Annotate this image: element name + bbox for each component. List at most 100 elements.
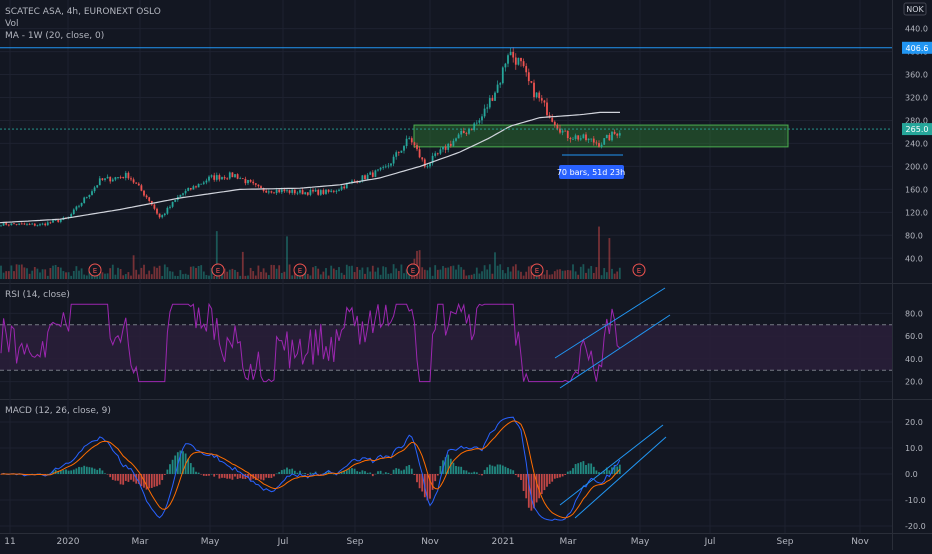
candle-body [36,225,39,227]
volume-bar [117,267,119,279]
candle-body [390,163,392,166]
volume-bar [130,275,132,279]
volume-bar [351,265,353,279]
volume-bar [44,269,47,279]
candle-body [140,185,143,191]
candle-body [234,174,236,178]
price-tick-label: 360.0 [905,71,928,80]
channel-lines [554,287,671,519]
volume-bar [153,266,156,279]
candle-body [236,174,239,179]
macd-hist-bar [395,468,398,474]
volume-bar [135,269,138,279]
candle-body [496,84,499,93]
macd-hist-bar [540,474,543,495]
candle-body [260,186,262,188]
candle-body [166,207,169,214]
candle-body [335,190,338,192]
volume-bar [590,266,593,279]
macd-hist-bar [501,465,504,474]
volume-bar [41,269,44,279]
macd-hist-bar [546,474,548,487]
rsi-tick-label: 80.0 [905,309,923,318]
candle-body [520,57,522,62]
candle-body [299,190,301,193]
volume-bar [494,252,496,279]
volume-bar [132,255,135,279]
macd-hist-bar [75,468,78,474]
volume-bar [507,267,509,279]
volume-bar [460,267,463,279]
macd-hist-bar [577,463,580,474]
volume-bar [236,271,239,279]
candle-body [78,205,80,207]
candle-body [33,223,36,226]
macd-hist-bar [452,462,455,474]
macd-hist-bar [429,474,431,499]
volume-bar [306,273,309,279]
macd-hist-bar [613,464,616,474]
macd-hist-bar [96,469,99,474]
volume-bar [57,266,60,279]
axes: 11 2020 Mar May Jul Sep Nov 2021 Mar May Jul Sep Nov… [4,25,928,547]
candle-body [504,63,507,68]
signal-line [0,420,621,519]
macd-tick-label: 0.0 [905,470,918,479]
volume-bar [244,275,247,279]
macd-hist-bar [522,474,525,491]
macd-hist-bar [130,474,132,480]
candle-body [143,190,145,196]
volume-bar [111,264,114,279]
price-tick-label: 200.0 [905,162,928,171]
candle-body [278,189,281,193]
candle-body [605,134,608,139]
candle-body [397,152,400,154]
macd-hist-bar [98,468,101,474]
x-tick-label: Jul [277,537,289,547]
candle-body [205,180,208,183]
candle-body [184,190,187,194]
volume-bar [10,265,13,279]
last-price-badge-label: 265.0 [906,125,929,134]
macd-hist-bar [109,474,112,478]
currency-badge-box [903,2,927,16]
volume-bar [338,267,340,279]
macd-hist-bar [59,470,62,474]
candle-body [501,67,504,84]
macd-hist-bar [345,470,348,474]
candle-body [569,138,572,140]
macd-hist-bar [377,471,379,474]
candle-body [340,186,343,190]
macd-hist-bar [455,466,457,474]
moving-average [0,111,620,224]
candle-body [364,175,366,180]
candle-body [101,178,104,180]
macd-hist-bar [421,474,424,492]
macd-hist-bar [400,470,403,474]
macd-hist-bar [348,469,351,474]
volume-bar [600,275,603,279]
volume-bar [387,273,390,279]
volume-bar [270,264,273,279]
volume-bar [465,275,468,279]
price-tick-label: 80.0 [905,231,923,240]
macd-hist-bar [369,472,372,474]
volume-bar [174,275,177,279]
candle-body [598,143,600,147]
macd-hist-bar [525,474,528,499]
earnings-marker-label: E [411,267,415,275]
candle-body [257,184,260,187]
candle-body [195,186,197,188]
volume-bar [481,271,483,279]
macd-hist-bar [514,474,517,476]
volume-bar [252,271,255,279]
macd-hist-bar [353,468,356,474]
macd-hist-bar [533,474,535,509]
macd-hist-bar [265,474,268,478]
candle-body [384,166,387,168]
candle-body [28,223,31,225]
macd-hist-bar [605,467,608,474]
candle-body [527,72,530,82]
volume-bar [15,264,18,279]
